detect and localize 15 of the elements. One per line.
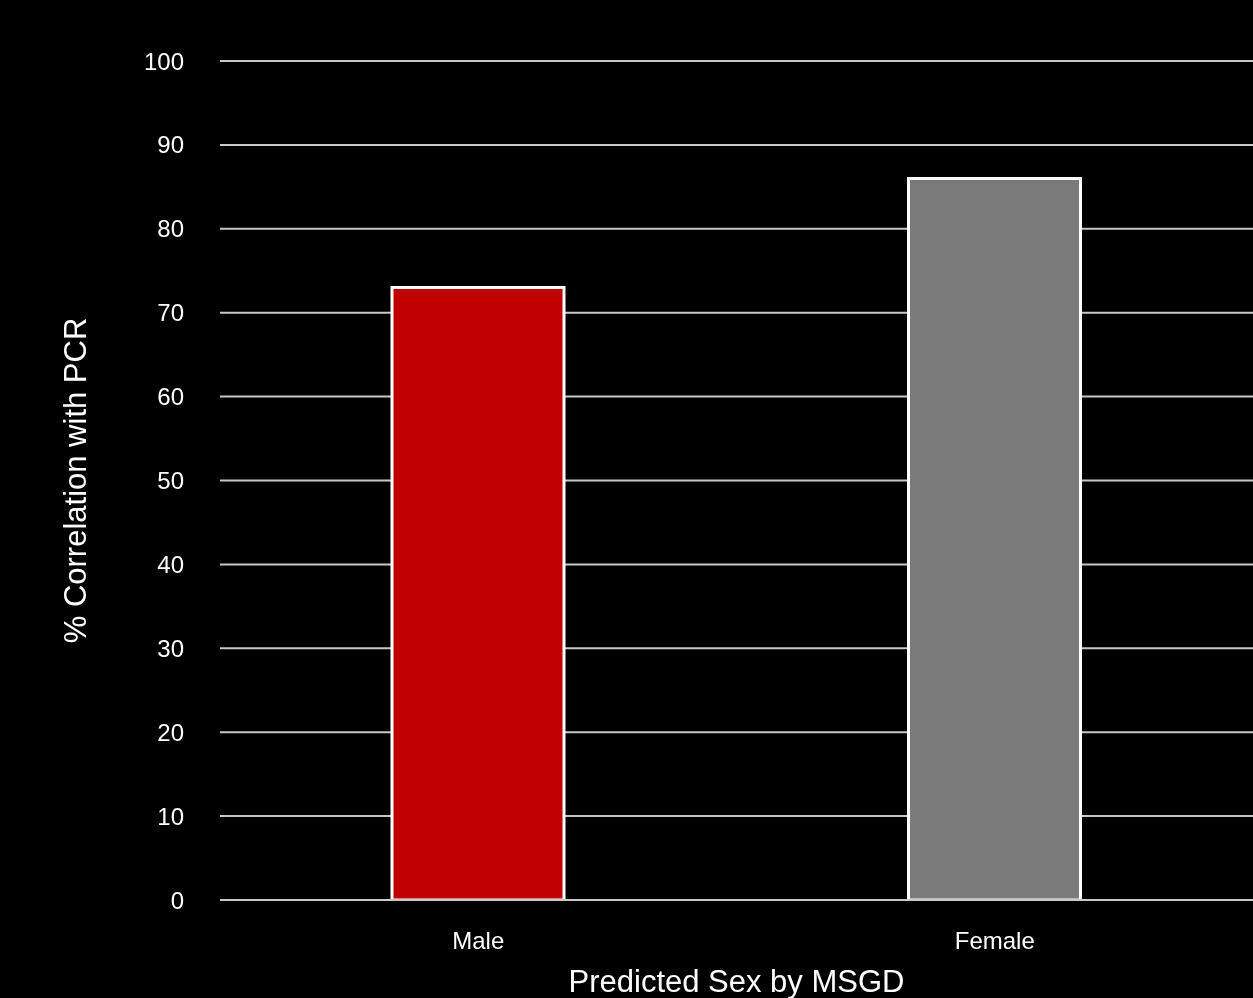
x-axis-title: Predicted Sex by MSGD: [568, 964, 905, 998]
y-tick-label: 60: [157, 383, 184, 411]
y-tick-label: 30: [157, 634, 184, 662]
y-tick-label: 90: [157, 131, 184, 159]
x-tick-label: Female: [954, 927, 1035, 955]
y-tick-label: 70: [157, 299, 184, 327]
y-tick-label: 50: [157, 467, 184, 495]
y-tick-label: 40: [157, 550, 184, 578]
y-tick-label: 10: [157, 802, 184, 830]
y-tick-label: 20: [157, 718, 184, 746]
x-tick-label: Male: [452, 927, 505, 955]
y-axis-title: % Correlation with PCR: [58, 317, 94, 644]
y-tick-label: 0: [170, 886, 184, 914]
y-tick-label: 80: [157, 215, 184, 243]
y-tick-label: 100: [143, 47, 184, 75]
